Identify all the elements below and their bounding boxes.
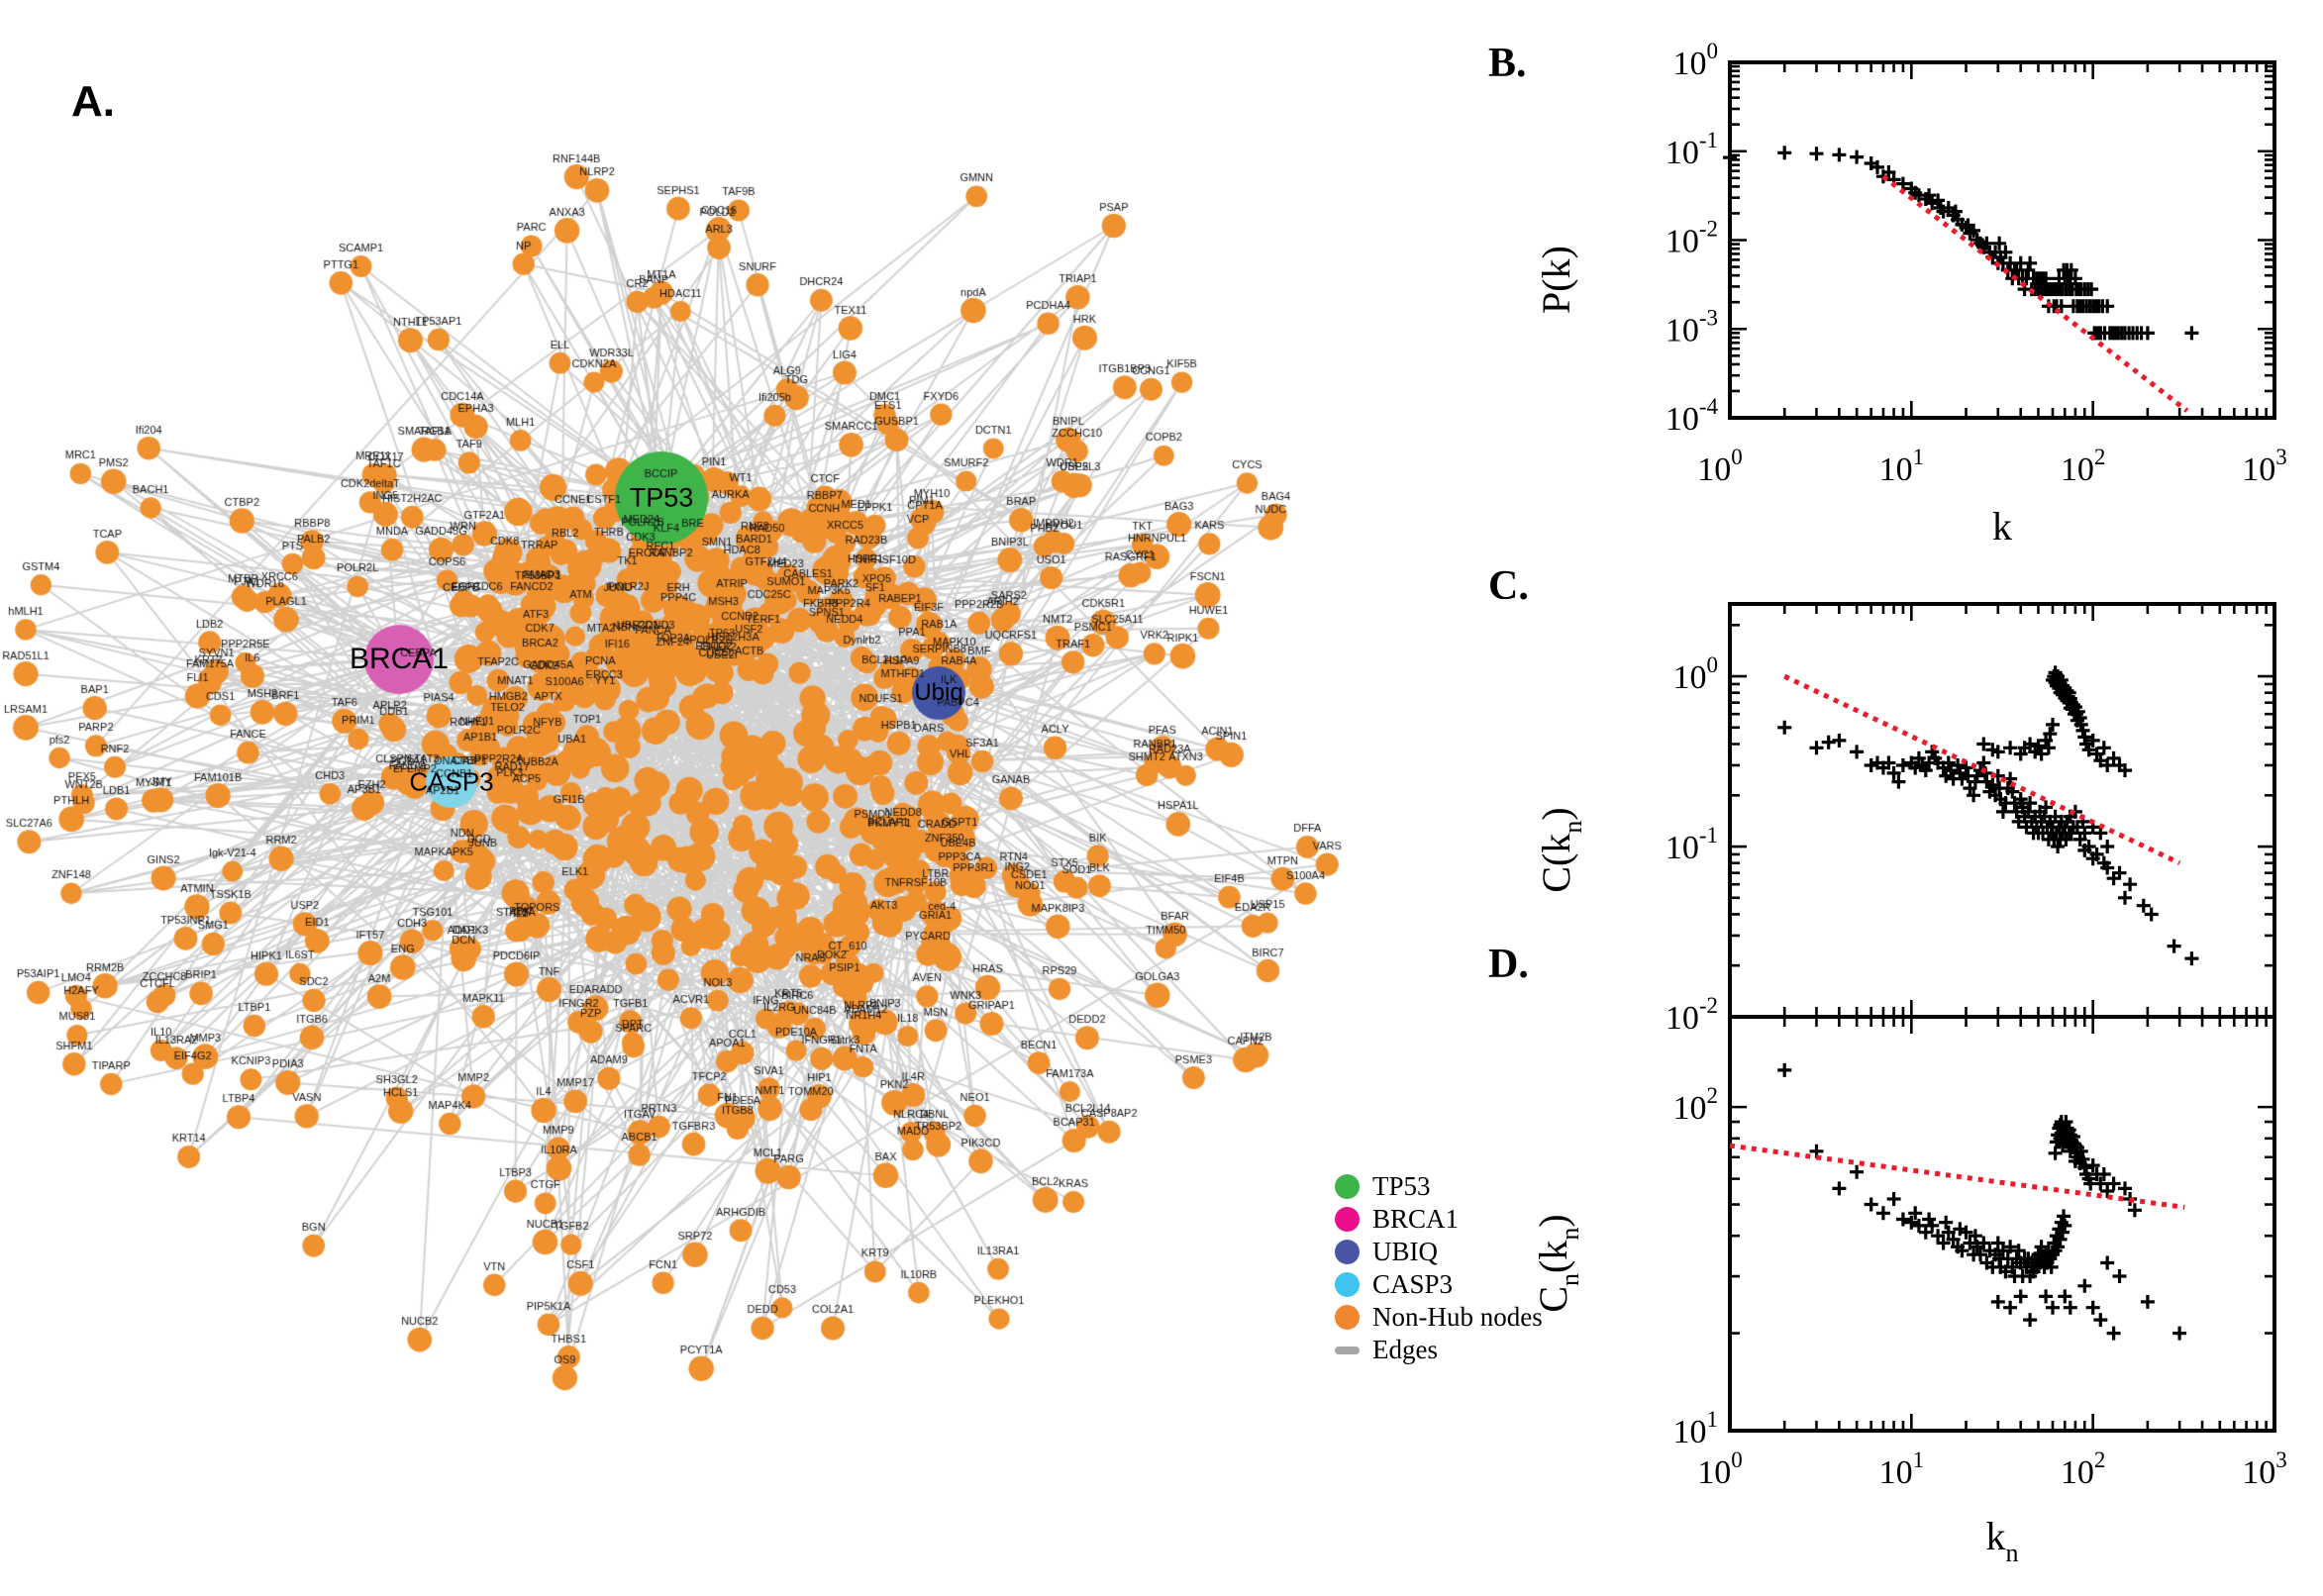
- panel-label-c: C.: [1488, 563, 1529, 609]
- legend-item-tp53: TP53: [1335, 1170, 1543, 1203]
- legend-node-swatch: [1335, 1207, 1360, 1232]
- legend-label: UBIQ: [1372, 1237, 1438, 1266]
- fit-line: [1729, 1143, 2185, 1210]
- tick-label: 10-1: [1666, 823, 1718, 866]
- fit-line: [1783, 673, 2181, 865]
- panel-label-a: A.: [71, 77, 115, 126]
- axis-title: k: [1992, 504, 2012, 549]
- tick-label: 100: [1697, 445, 1743, 488]
- plot-C: 100 10-1 10-2 C(kn): [1534, 602, 2276, 1037]
- legend-label: TP53: [1372, 1171, 1431, 1201]
- hub-label-ubiq: Ubiq: [914, 679, 963, 706]
- tick-label: 101: [1879, 445, 1925, 488]
- axis-title: P(k): [1534, 246, 1578, 314]
- tick-label: 102: [1673, 1083, 1719, 1127]
- scatter-points: [1723, 146, 2199, 341]
- legend-node-swatch: [1335, 1174, 1360, 1199]
- legend-item-casp3: CASP3: [1335, 1268, 1543, 1301]
- fit-line: [1881, 174, 2189, 413]
- hub-label-tp53: TP53: [629, 482, 694, 513]
- legend-node-swatch: [1335, 1272, 1360, 1297]
- tick-label: 101: [1879, 1447, 1925, 1491]
- axis-title: C(kn): [1534, 807, 1587, 892]
- legend-item-brca1: BRCA1: [1335, 1203, 1543, 1236]
- tick-label: 103: [2242, 445, 2287, 488]
- hub-label-casp3: CASP3: [409, 766, 494, 797]
- scatter-points: [1777, 665, 2199, 966]
- panel-label-b: B.: [1488, 41, 1527, 86]
- tick-label: 100: [1673, 39, 1719, 82]
- tick-label: 10-4: [1666, 394, 1719, 438]
- tick-label: 100: [1697, 1447, 1743, 1491]
- tick-label: 10-1: [1666, 128, 1718, 171]
- legend-edge-swatch: [1335, 1346, 1360, 1354]
- legend-item-non-hub-nodes: Non-Hub nodes: [1335, 1301, 1543, 1334]
- network-graph-canvas: [0, 0, 1485, 1596]
- tick-label: 102: [2061, 1447, 2106, 1491]
- legend: TP53 BRCA1 UBIQ CASP3 Non-Hub nodes Edges: [1335, 1170, 1543, 1366]
- tick-label: 100: [1673, 652, 1719, 696]
- tick-label: 10-3: [1666, 305, 1718, 349]
- scatter-points: [1777, 1062, 2187, 1341]
- tick-label: 101: [1673, 1407, 1719, 1450]
- legend-item-edges: Edges: [1335, 1334, 1543, 1366]
- hub-label-brca1: BRCA1: [349, 643, 450, 675]
- legend-node-swatch: [1335, 1305, 1360, 1330]
- legend-label: CASP3: [1372, 1269, 1454, 1299]
- legend-item-ubiq: UBIQ: [1335, 1236, 1543, 1268]
- legend-label: BRCA1: [1372, 1204, 1460, 1234]
- panel-label-d: D.: [1488, 942, 1529, 987]
- tick-label: 10-2: [1666, 217, 1718, 260]
- plot-B: 100 10-1 10-2 10-3 10-4 100 101 102 103 P(k) k: [1534, 39, 2287, 549]
- legend-label: Edges: [1372, 1335, 1438, 1364]
- axis-title: kn: [1986, 1514, 2019, 1567]
- legend-label: Non-Hub nodes: [1372, 1302, 1543, 1332]
- legend-node-swatch: [1335, 1240, 1360, 1264]
- tick-label: 103: [2242, 1447, 2287, 1491]
- tick-label: 102: [2061, 445, 2106, 488]
- tick-label: 10-2: [1666, 993, 1718, 1037]
